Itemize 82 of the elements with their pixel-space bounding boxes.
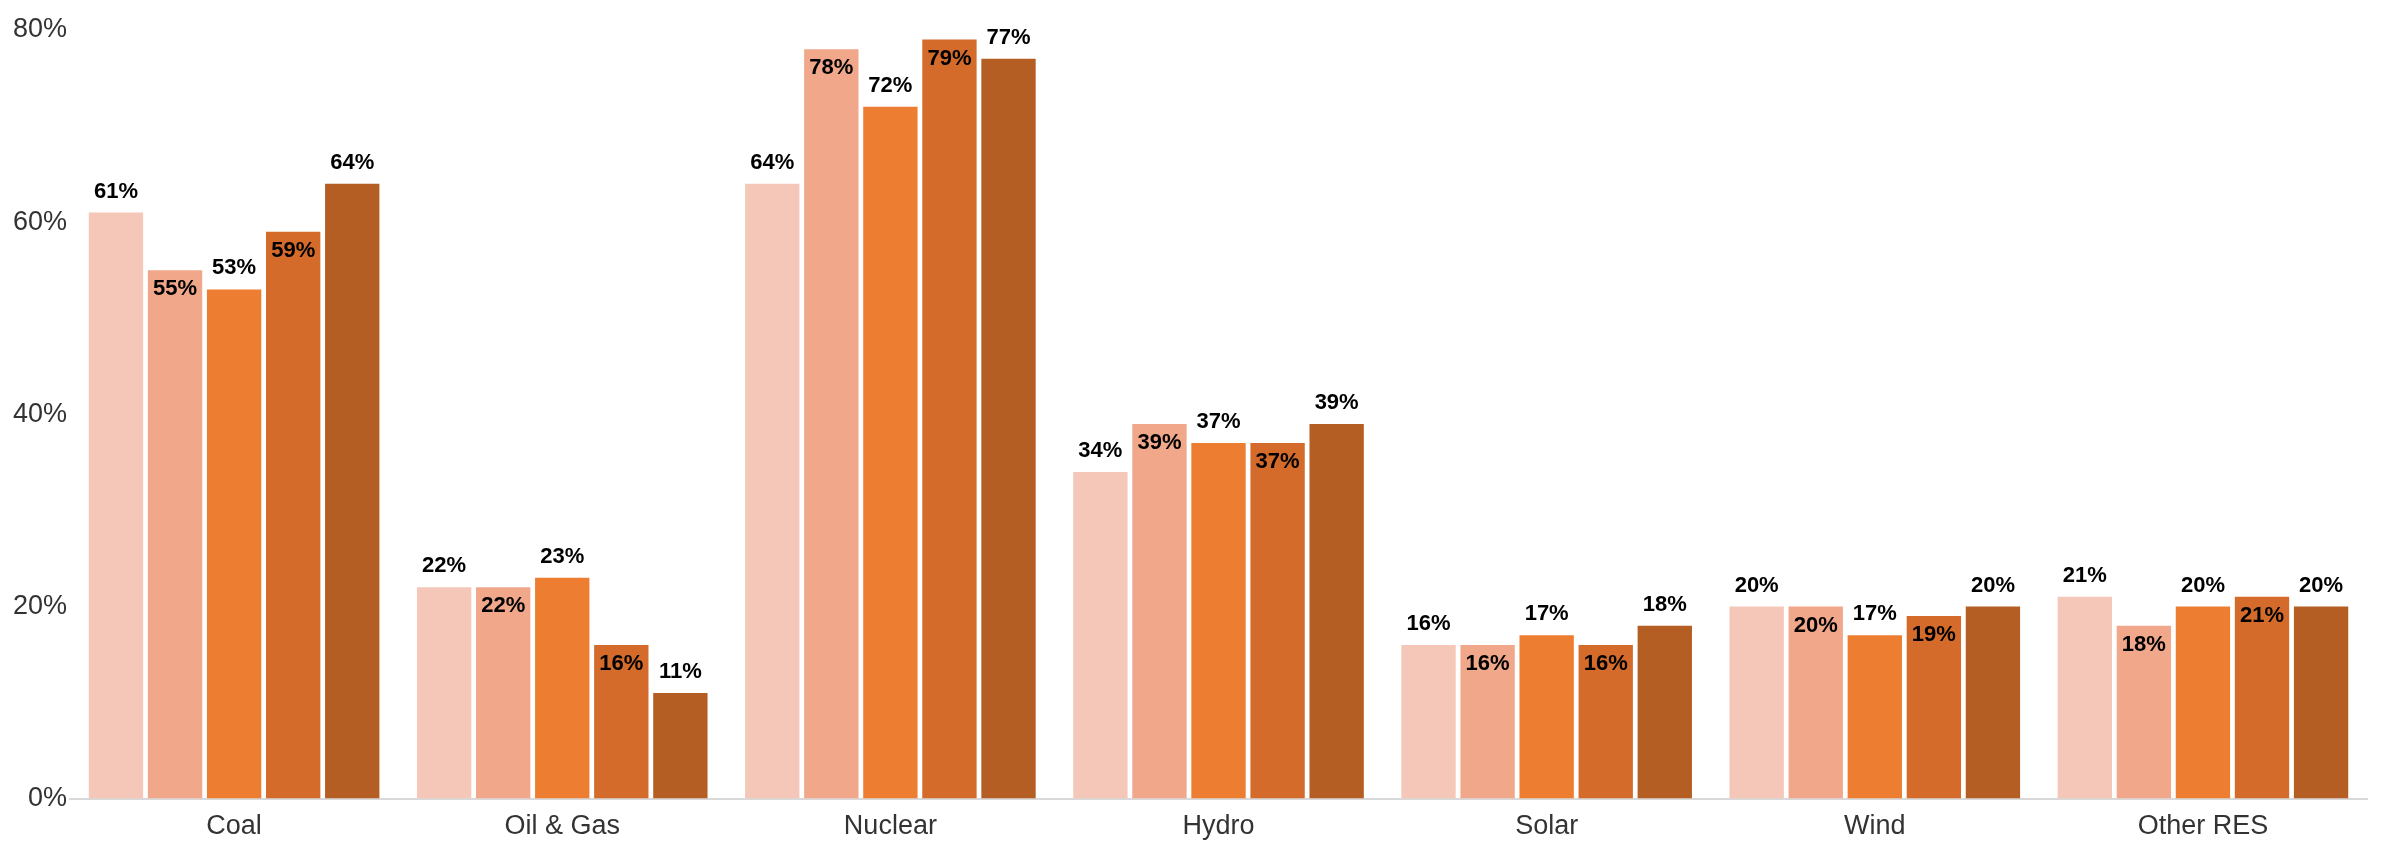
data-label: 79%	[927, 44, 972, 70]
data-label: 19%	[1911, 621, 1956, 647]
bar	[2116, 625, 2172, 799]
bar	[206, 289, 262, 799]
x-tick-label: Solar	[1515, 810, 1579, 841]
bar	[594, 644, 649, 799]
y-tick-label: 80%	[12, 13, 68, 44]
bar	[1191, 443, 1246, 799]
bar	[1788, 606, 1843, 799]
y-tick-label: 40%	[12, 397, 68, 428]
y-tick-label: 0%	[28, 782, 68, 813]
bar	[2293, 606, 2349, 799]
data-label: 20%	[1970, 571, 2015, 597]
data-label: 16%	[1406, 609, 1451, 635]
bar	[653, 692, 708, 799]
x-tick-label: Other RES	[2137, 810, 2269, 841]
bar	[863, 106, 918, 799]
bar	[1519, 635, 1574, 799]
data-label: 11%	[658, 657, 702, 683]
bar	[1847, 635, 1902, 799]
x-tick-label: Coal	[206, 810, 262, 841]
data-label: 39%	[1137, 428, 1182, 454]
data-label: 39%	[1314, 388, 1359, 414]
data-label: 59%	[271, 236, 316, 262]
data-label: 20%	[1793, 611, 1838, 637]
data-label: 37%	[1255, 448, 1300, 474]
bar	[1132, 423, 1187, 799]
x-tick-label: Oil & Gas	[504, 810, 621, 841]
data-label: 64%	[330, 148, 375, 174]
bar	[2234, 596, 2290, 799]
data-label: 77%	[986, 23, 1031, 49]
data-label: 23%	[540, 542, 585, 568]
data-label: 37%	[1196, 408, 1241, 434]
data-label: 78%	[809, 54, 854, 80]
data-label: 21%	[2239, 601, 2285, 627]
data-label: 72%	[868, 71, 913, 97]
bar	[476, 587, 531, 799]
data-label: 53%	[212, 254, 257, 280]
bar	[1906, 616, 1962, 799]
data-label: 16%	[1465, 649, 1510, 675]
y-tick-label: 20%	[12, 589, 68, 620]
data-label: 20%	[2299, 571, 2344, 597]
data-label: 34%	[1078, 437, 1123, 463]
data-label: 18%	[1642, 590, 1687, 616]
bar	[2175, 606, 2231, 799]
bar	[88, 212, 144, 799]
bar	[2057, 596, 2112, 799]
bar	[1965, 606, 2021, 799]
bar	[1578, 644, 1633, 799]
bar	[922, 39, 977, 799]
bar	[535, 577, 590, 799]
data-label: 17%	[1852, 600, 1897, 626]
bar	[325, 183, 380, 799]
data-label: 21%	[2062, 561, 2107, 587]
x-tick-label: Hydro	[1182, 810, 1255, 841]
bar	[804, 49, 859, 799]
data-label: 22%	[422, 552, 467, 578]
data-label: 20%	[2180, 571, 2225, 597]
y-tick-label: 60%	[12, 205, 68, 236]
bar	[1729, 606, 1784, 799]
data-label: 16%	[1583, 649, 1628, 675]
bar	[1073, 471, 1128, 799]
data-label: 16%	[599, 649, 644, 675]
data-label: 20%	[1734, 571, 1779, 597]
data-label: 17%	[1524, 600, 1569, 626]
bar	[1401, 644, 1456, 799]
bar	[147, 270, 203, 799]
bar	[416, 587, 472, 799]
x-tick-label: Wind	[1844, 810, 1906, 841]
bar	[745, 183, 800, 799]
x-tick-label: Nuclear	[843, 810, 937, 841]
data-label: 18%	[2121, 630, 2166, 656]
bar	[1250, 443, 1305, 799]
bar	[1637, 625, 1692, 799]
bar	[981, 58, 1036, 799]
data-label: 55%	[153, 275, 198, 301]
data-label: 22%	[481, 592, 526, 618]
bar	[1309, 423, 1364, 799]
bar	[1460, 644, 1515, 799]
bar	[266, 231, 321, 799]
data-label: 61%	[93, 177, 138, 203]
data-label: 64%	[750, 148, 795, 174]
